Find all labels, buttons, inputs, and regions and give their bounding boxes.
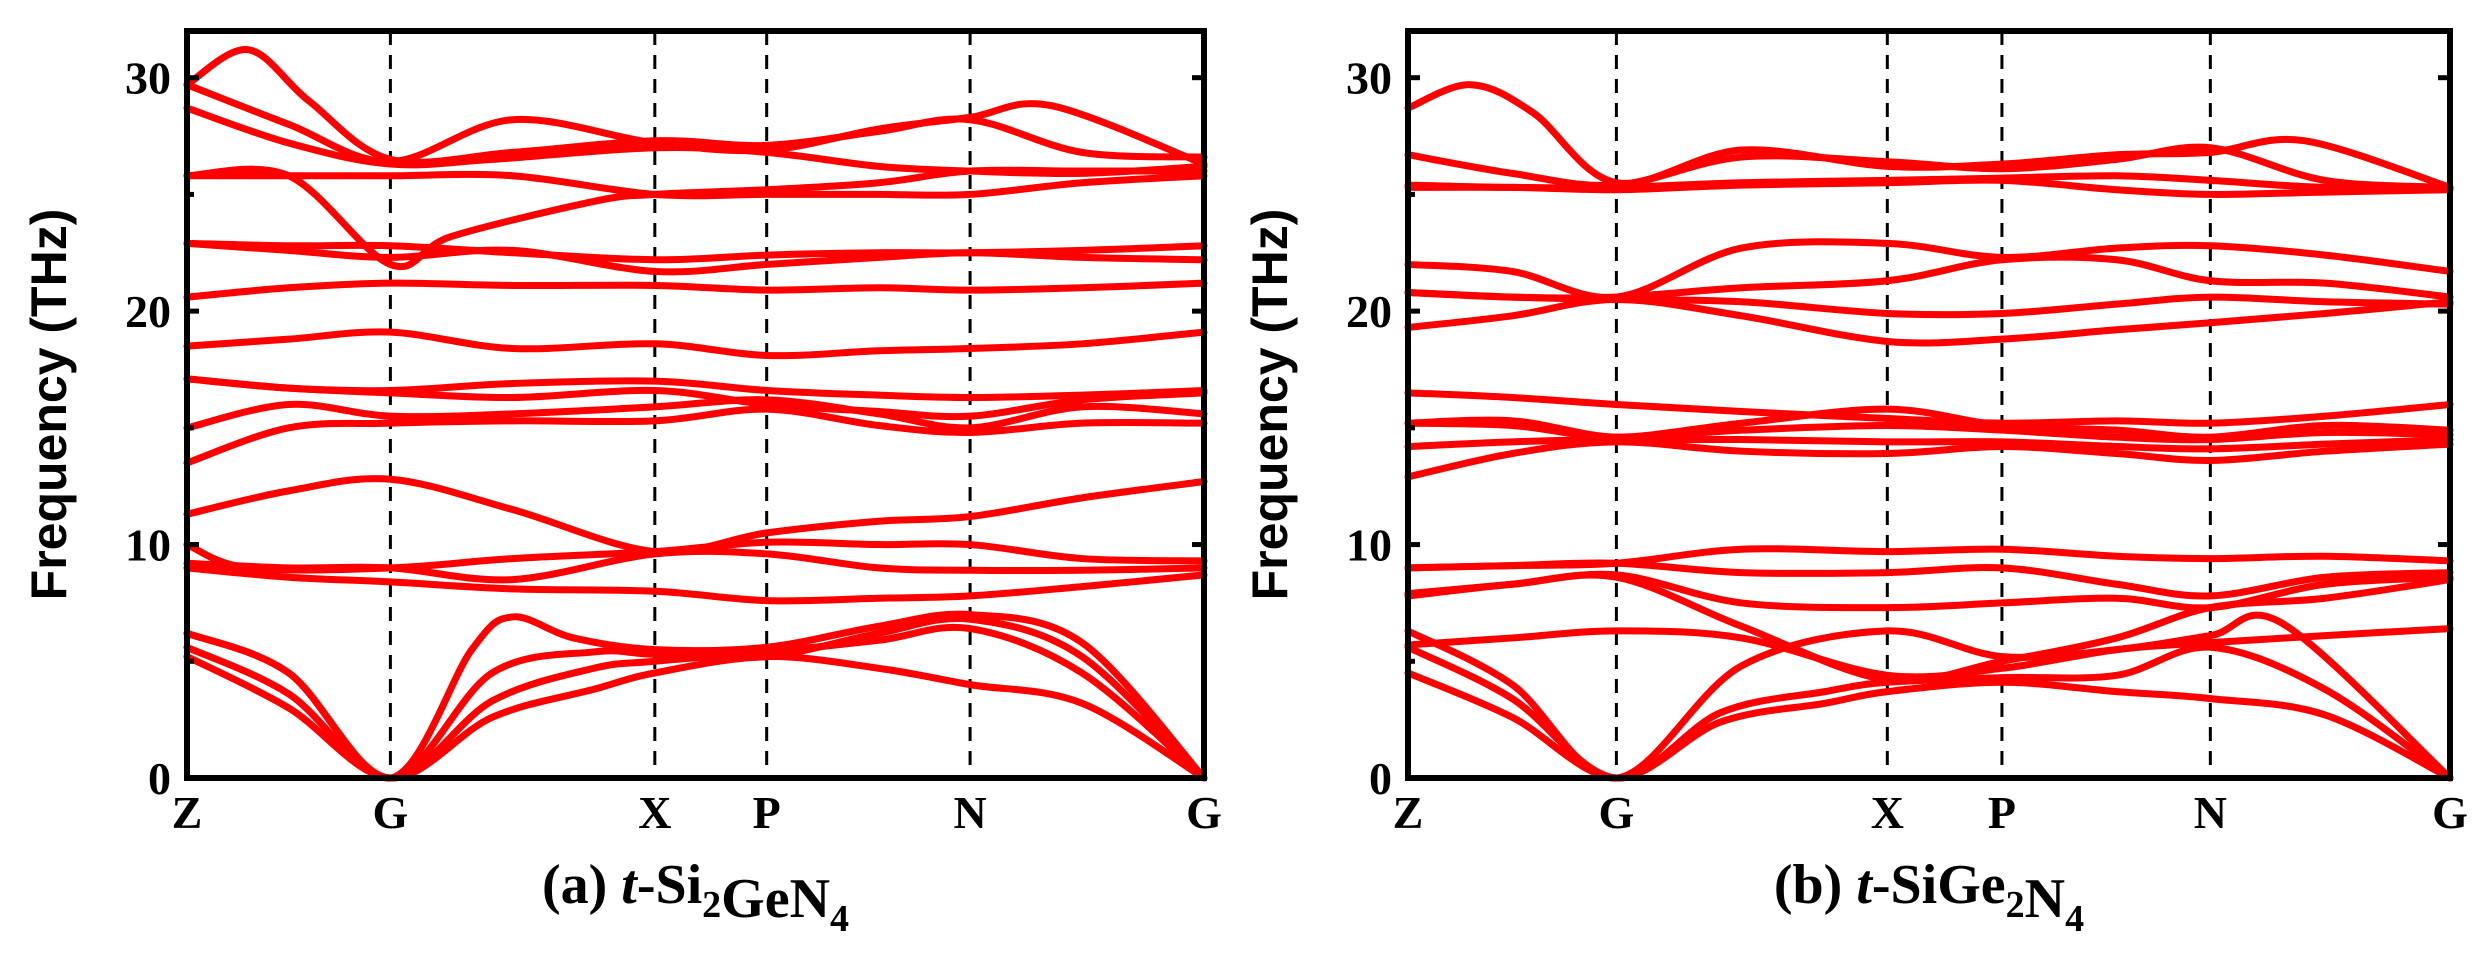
panel-a-band-13-line [183,328,1208,360]
panel-b-bands [1404,81,2454,782]
panel-a-labels: 0 10 20 30 Z G X P N G [125,53,1222,838]
panel-a-band-14-line [183,279,1208,301]
panel-a-ytick-label-10: 10 [125,520,171,571]
panel-a-band-9-line [183,405,1208,467]
panel-a-xtick-label-gamma: G [373,787,409,838]
panel-b-band-13-line [1404,389,2454,427]
panel-a-ytick-label-0: 0 [148,753,171,804]
panel-b-band-21-line [1404,81,2454,191]
panel-b-symmetry-lines [1614,31,2212,778]
panel-b-band-9-line [1404,438,2454,481]
panel-b-band-10-line [1404,435,2454,453]
panel-a-ytick-label-20: 20 [125,286,171,337]
panel-a-xtick-label-gamma: G [1186,787,1222,838]
panel-b-xtick-label-gamma: G [1599,787,1635,838]
panel-b-frame [1405,28,2453,781]
panel-b-ytick-label-20: 20 [1346,286,1392,337]
panel-b-band-14-line [1404,295,2454,347]
panel-a-ylabel: Frequency (THz) [21,209,77,601]
panel-b-ytick-label-10: 10 [1346,520,1392,571]
panel-b-labels: 0 10 20 30 Z G X P N G [1346,53,2468,838]
panel-a: 0 10 20 30 Z G X P N G Frequency (THz) (a) t-Si2G… [21,28,1222,940]
panel-a-band-1-line [183,653,1208,782]
panel-a-band-5-line [183,564,1208,605]
panel-a-bands [183,46,1208,782]
panel-a-xtick-label-z: Z [172,787,203,838]
panel-b-band-6-line [1404,570,2454,612]
panel-b-xtick-label-p: P [1988,787,2016,838]
panel-a-band-16-line [183,239,1208,264]
panel-b-ytick-label-0: 0 [1369,753,1392,804]
panel-a-band-2-line [183,623,1208,782]
panel-b-band-3-line [1404,611,2454,782]
panel-b-band-12-line [1404,405,2454,441]
panel-a-ytick-label-30: 30 [125,53,171,104]
panel-b-ylabel: Frequency (THz) [1242,209,1298,601]
panel-a-band-12-line [183,375,1208,401]
panel-a-xtick-label-x: X [638,787,671,838]
panel-b: 0 10 20 30 Z G X P N G Frequency (THz) (b) t-SiGe… [1242,28,2468,940]
panel-b-band-19-line [1404,172,2454,192]
panel-b-xtick-label-x: X [1871,787,1904,838]
panel-a-band-8-line [183,475,1208,556]
panel-b-band-1-line [1404,669,2454,782]
panel-b-ytick-label-30: 30 [1346,53,1392,104]
panel-a-frame [184,28,1207,781]
panel-b-xtick-label-gamma: G [2432,787,2468,838]
panel-a-xtick-label-p: P [753,787,781,838]
panel-a-band-4-line [183,610,1208,782]
panel-b-caption: (b) t-SiGe2N4 [1774,854,2084,940]
panel-b-band-2-line [1404,643,2454,782]
panel-b-band-16-line [1404,253,2454,302]
panel-a-band-21-line [183,81,1208,168]
panel-b-band-8-line [1404,545,2454,572]
panel-b-xtick-label-n: N [2194,787,2227,838]
panel-a-xtick-label-n: N [953,787,986,838]
panel-a-caption: (a) t-Si2GeN4 [542,854,849,940]
panel-b-band-17-line [1404,238,2454,302]
panel-b-xtick-label-z: Z [1393,787,1424,838]
panel-a-band-10-line [183,396,1208,432]
